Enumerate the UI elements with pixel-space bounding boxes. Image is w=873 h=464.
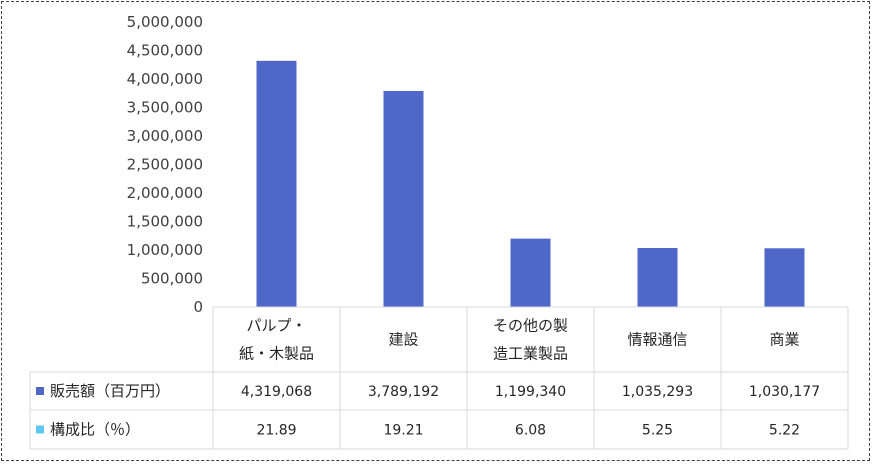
category-label: 紙・木製品 <box>239 345 314 363</box>
data-label: 4,319,068 <box>241 384 312 400</box>
category-label: 造工業製品 <box>493 345 568 363</box>
data-label: 6.08 <box>515 423 546 439</box>
data-label: 19.21 <box>383 423 423 439</box>
legend-key <box>36 425 44 434</box>
category-label: 商業 <box>769 331 799 349</box>
y-tick-label: 1,000,000 <box>127 241 203 259</box>
bar <box>383 91 424 307</box>
category-label: 建設 <box>388 331 418 349</box>
y-tick-label: 500,000 <box>141 270 203 288</box>
y-tick-label: 4,500,000 <box>127 42 203 60</box>
category-label: その他の製 <box>493 317 568 335</box>
y-tick-label: 1,500,000 <box>127 213 203 231</box>
bar <box>256 60 297 307</box>
y-tick-label: 2,000,000 <box>127 184 203 202</box>
data-label: 1,199,340 <box>495 384 566 400</box>
bar <box>764 248 805 307</box>
data-label: 5.25 <box>642 423 673 439</box>
data-label: 1,035,293 <box>622 384 693 400</box>
category-label: パルプ・ <box>246 317 306 335</box>
y-tick-label: 3,000,000 <box>127 127 203 145</box>
data-label: 21.89 <box>256 423 296 439</box>
series-name: 販売額（百万円） <box>50 382 170 400</box>
bar <box>510 238 551 307</box>
data-label: 1,030,177 <box>749 384 820 400</box>
y-tick-label: 4,000,000 <box>127 70 203 88</box>
series-name: 構成比（％） <box>50 421 140 439</box>
legend-key <box>36 387 44 395</box>
data-label: 5.22 <box>769 423 800 439</box>
category-label: 情報通信 <box>627 331 687 349</box>
bar <box>637 247 678 307</box>
y-tick-label: 3,500,000 <box>127 99 203 117</box>
y-tick-label: 0 <box>193 298 203 316</box>
y-tick-label: 2,500,000 <box>127 156 203 174</box>
data-label: 3,789,192 <box>368 384 439 400</box>
y-tick-label: 5,000,000 <box>127 13 203 31</box>
